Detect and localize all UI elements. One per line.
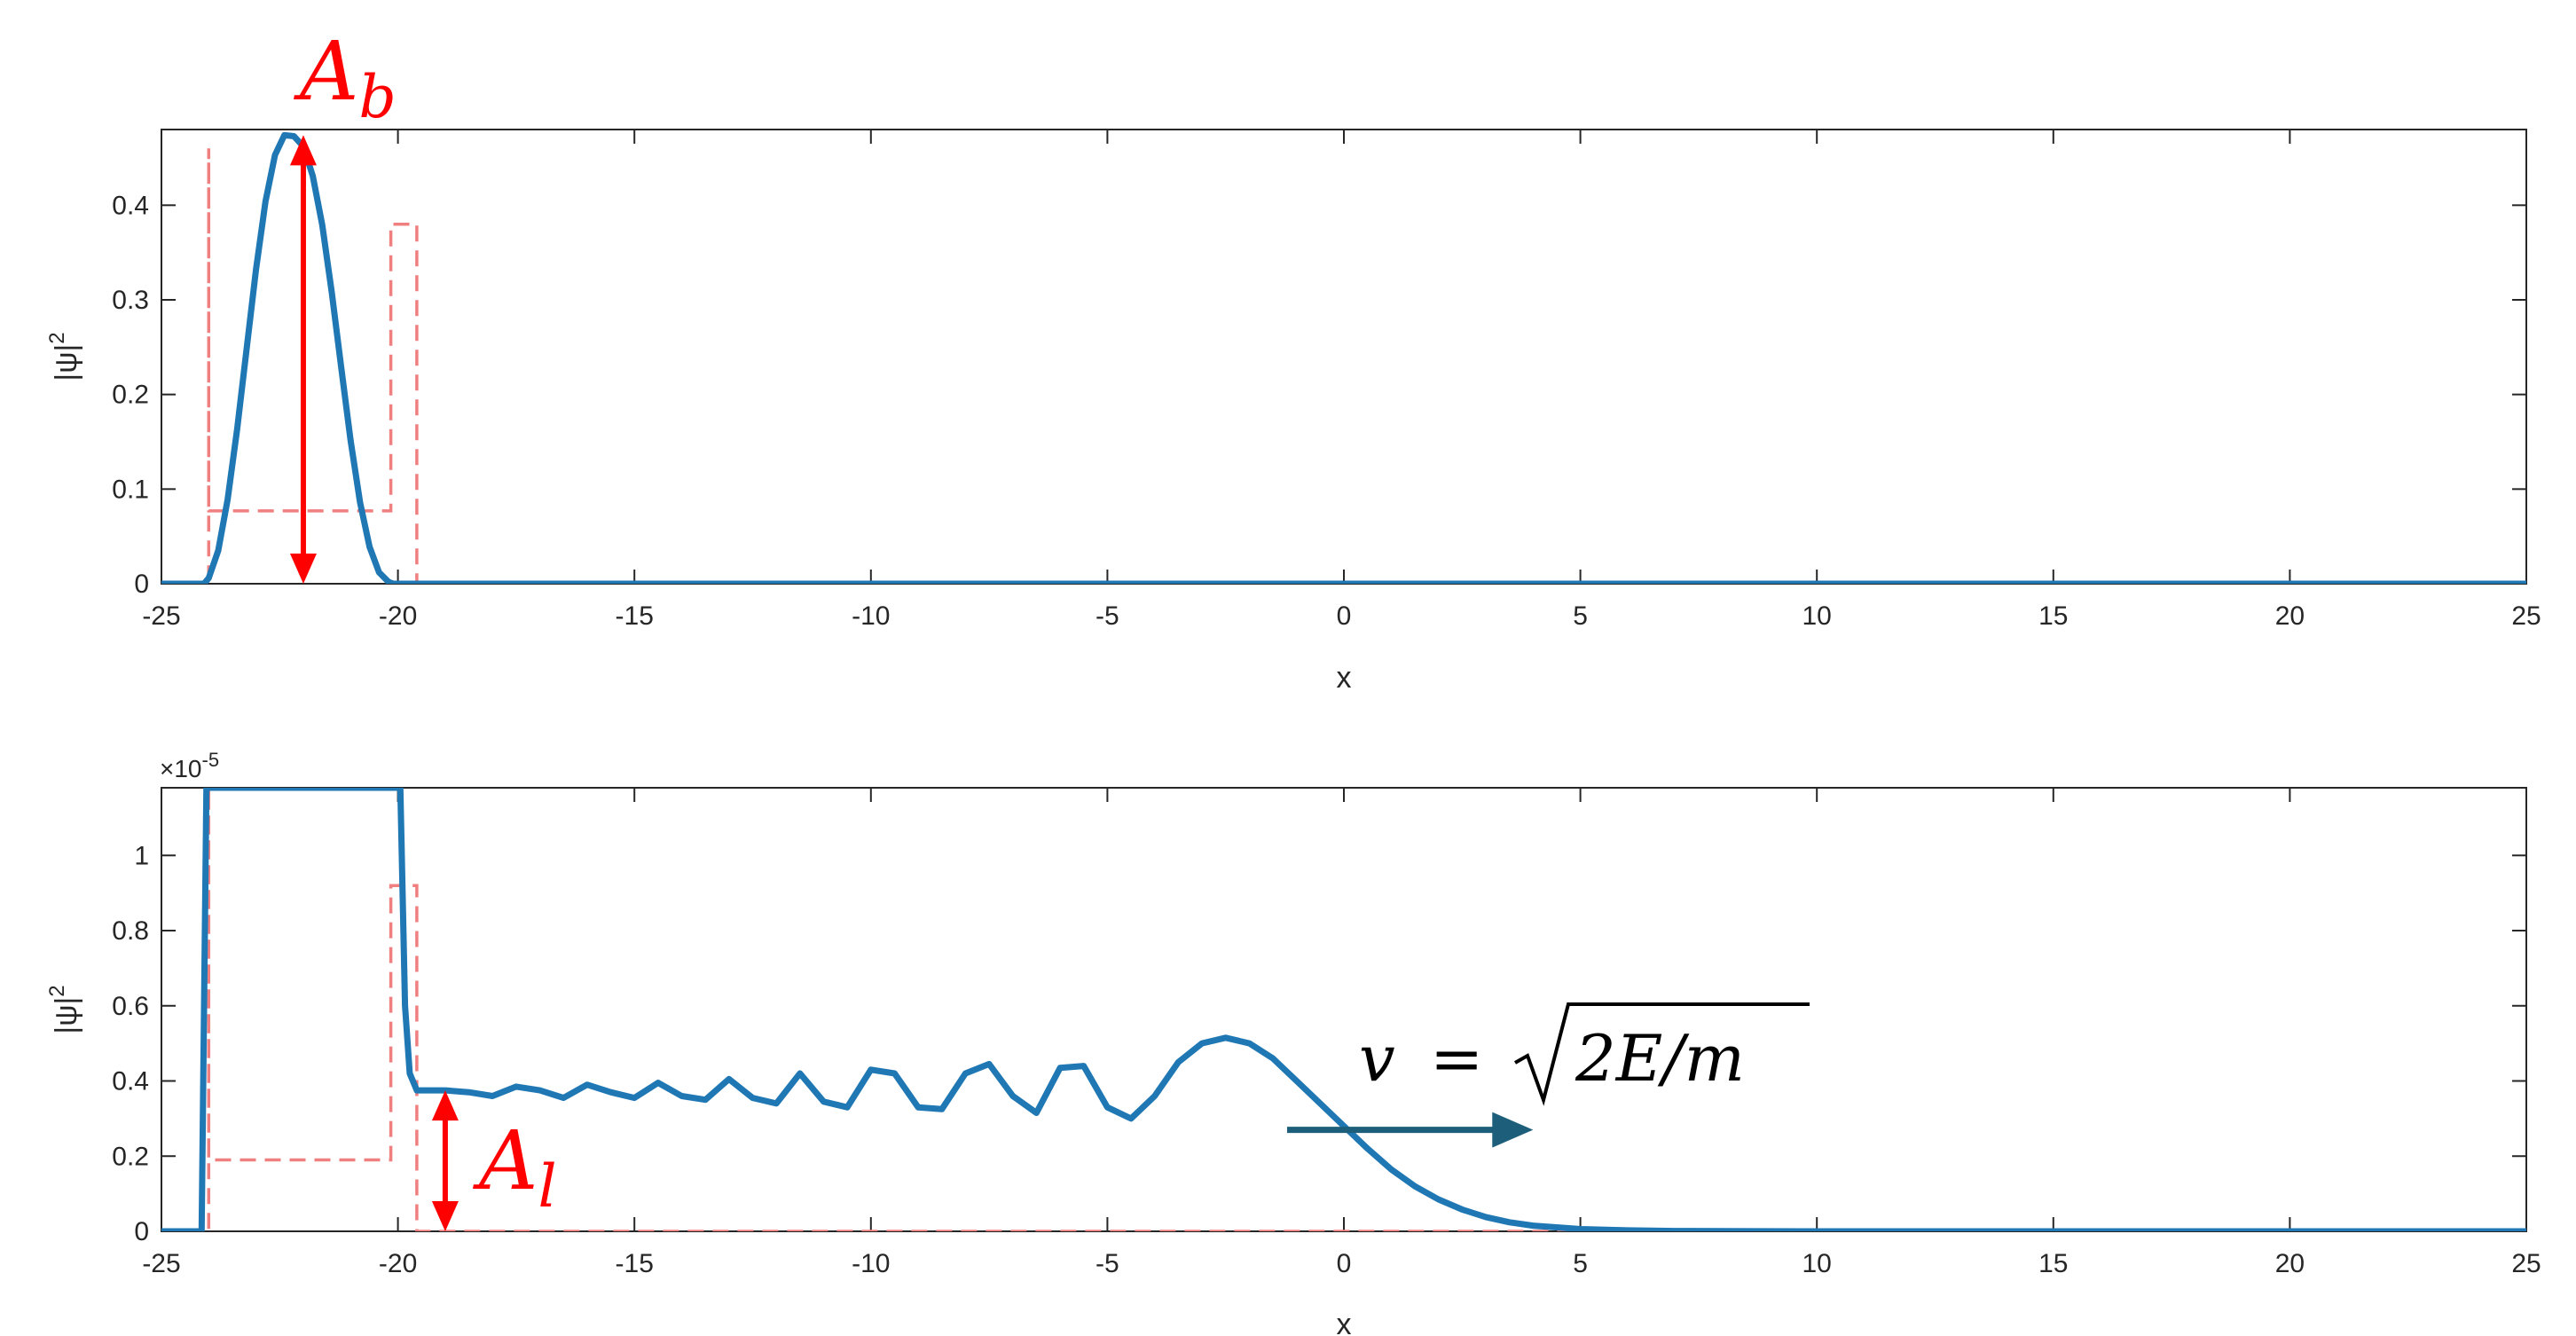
x-tick-label: -10 [852,1249,890,1278]
y-tick-label: 0 [134,570,149,599]
arrow-head-up [431,1090,459,1121]
radicand: 2E/m [1575,1021,1745,1096]
y-ticks: 0 0.2 0.4 0.6 0.8 1 [112,841,2526,1246]
x-tick-label: 5 [1573,1249,1588,1278]
potential-dashed-line [161,148,2526,584]
plot-area [161,787,2527,1232]
x-ticks: -25 -20 -15 -10 -5 0 5 10 15 20 25 [142,130,2541,631]
x-tick-label: -5 [1096,601,1119,631]
y-tick-label: 0.8 [112,916,149,946]
x-tick-label: 0 [1337,1249,1352,1278]
y-tick-label: 0.2 [112,381,149,410]
arrow-head-down [289,554,317,584]
x-tick-label: -25 [142,601,180,631]
y-ticks: 0 0.1 0.2 0.3 0.4 [112,191,2526,599]
y-tick-label: 0.1 [112,475,149,504]
x-tick-label: -15 [616,601,654,631]
x-ticks: -25 -20 -15 -10 -5 0 5 10 15 20 25 [142,788,2541,1278]
x-tick-label: -10 [852,601,890,631]
amplitude-ab-label: Ab [293,24,397,131]
x-axis-label: x [1337,661,1352,695]
x-tick-label: 10 [1802,1249,1832,1278]
x-tick-label: 5 [1573,601,1588,631]
x-tick-label: -15 [616,1249,654,1278]
bottom-plot: -25 -20 -15 -10 -5 0 5 10 15 20 25 00.20.40.60.81 … [45,749,2541,1336]
y-exponent-label: ×10-5 [160,749,219,782]
y-tick-label: 0.6 [112,992,149,1021]
x-tick-label: -20 [379,601,417,631]
y-tick-label: 0.4 [112,191,149,220]
x-axis-label: x [1337,1308,1352,1336]
amplitude-ab-annotation: Ab [289,24,397,584]
potential-dashed-line [161,788,2526,1231]
amplitude-al-annotation: Al [431,1090,557,1231]
amplitude-al-label: Al [472,1113,557,1221]
y-tick-label: 1 [134,841,149,870]
velocity-symbol: v [1359,1021,1395,1096]
arrow-head-up [289,135,317,166]
svg-text:|ψ|2: |ψ|2 [45,985,83,1033]
x-tick-label: 10 [1802,601,1832,631]
y-axis-label: |ψ|2 [45,332,83,381]
y-tick-label: 0.4 [112,1067,149,1096]
x-tick-label: 15 [2038,1249,2068,1278]
velocity-formula: v = 2E/m [1359,1002,1810,1106]
x-tick-label: -25 [142,1249,180,1278]
plot-area [161,129,2527,585]
top-plot: -25 -20 -15 -10 -5 0 5 10 15 20 25 0 0.1 0.2 0.3 0.4 x… [45,24,2541,695]
arrow-head-down [431,1201,459,1231]
wavefunction-curve [161,788,2526,1231]
radical-sign [1514,1002,1810,1106]
x-tick-label: 15 [2038,601,2068,631]
svg-text:|ψ|2: |ψ|2 [45,332,83,381]
x-tick-label: 20 [2275,601,2305,631]
y-tick-label: 0.3 [112,286,149,315]
arrow-head-right [1492,1112,1534,1148]
x-tick-label: 25 [2511,1249,2541,1278]
velocity-annotation: v = 2E/m [1287,1002,1810,1148]
x-tick-label: 20 [2275,1249,2305,1278]
x-tick-label: 0 [1337,601,1352,631]
x-tick-label: 25 [2511,601,2541,631]
x-tick-label: -20 [379,1249,417,1278]
y-tick-label: 0.2 [112,1142,149,1171]
equals-sign: = [1430,1021,1483,1096]
x-tick-label: -5 [1096,1249,1119,1278]
y-axis-label: |ψ|2 [45,985,83,1033]
y-tick-label: 0 [134,1217,149,1246]
